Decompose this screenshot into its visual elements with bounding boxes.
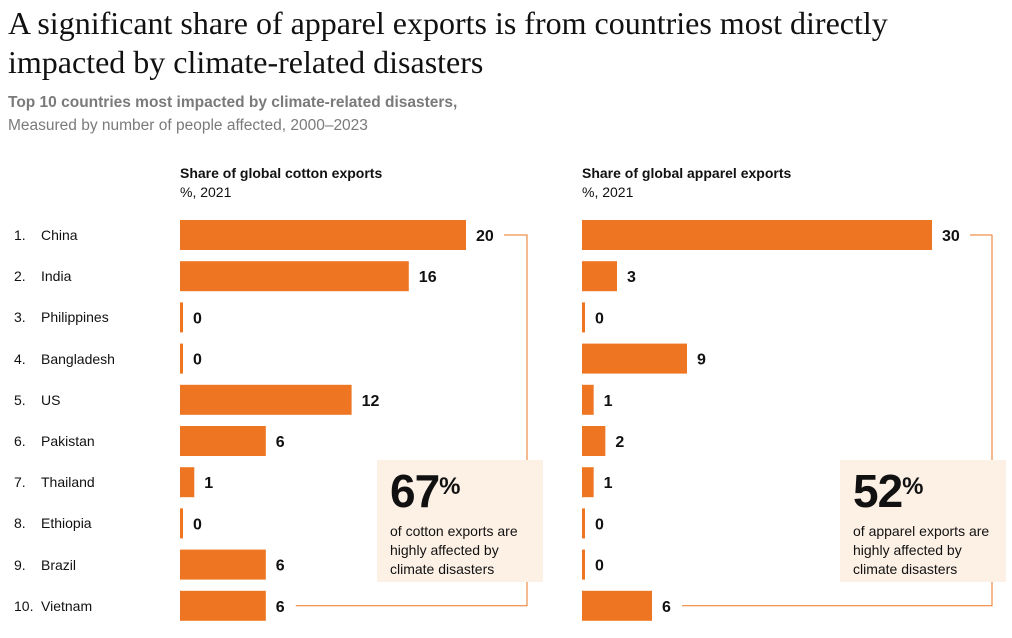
cotton-data-label: 6 xyxy=(276,434,285,451)
country-rank: 8. xyxy=(14,515,26,532)
apparel-data-label: 6 xyxy=(662,599,671,616)
apparel-bar xyxy=(582,426,606,456)
country-rank: 9. xyxy=(14,556,26,573)
apparel-data-label: 30 xyxy=(942,228,960,245)
country-rank: 4. xyxy=(14,350,26,367)
apparel-unit-label: %, 2021 xyxy=(582,184,634,200)
apparel-bar xyxy=(582,467,594,498)
apparel-bar xyxy=(582,343,687,374)
apparel-bar xyxy=(582,590,652,621)
apparel-bar xyxy=(582,384,594,415)
cotton-data-label: 1 xyxy=(204,475,213,492)
cotton-bar xyxy=(180,302,183,333)
country-rank: 7. xyxy=(14,474,26,491)
apparel-bar xyxy=(582,220,932,250)
apparel-chart-title: Share of global apparel exports xyxy=(582,165,791,181)
cotton-bar xyxy=(180,220,466,250)
cotton-callout-value: 67% xyxy=(390,465,461,517)
apparel-bar xyxy=(582,549,585,580)
apparel-bar xyxy=(582,302,585,333)
apparel-data-label: 9 xyxy=(697,352,706,369)
apparel-callout-text: of apparel exports are highly affected b… xyxy=(853,523,990,577)
apparel-data-label: 1 xyxy=(604,475,613,492)
cotton-data-label: 0 xyxy=(193,516,202,533)
cotton-data-label: 12 xyxy=(362,393,380,410)
apparel-data-label: 0 xyxy=(595,310,604,327)
country-name: US xyxy=(41,391,61,408)
cotton-bar xyxy=(180,426,266,456)
cotton-bar xyxy=(180,343,183,374)
country-rank: 2. xyxy=(14,268,26,285)
country-name: Bangladesh xyxy=(41,350,115,367)
chart-title: A significant share of apparel exports i… xyxy=(8,5,888,80)
country-rank: 10. xyxy=(14,597,34,614)
cotton-bracket-connector xyxy=(295,234,528,607)
cotton-data-label: 6 xyxy=(276,558,285,575)
cotton-data-label: 0 xyxy=(193,310,202,327)
cotton-callout-text: of cotton exports are highly affected by… xyxy=(390,523,518,577)
cotton-data-label: 16 xyxy=(419,269,437,286)
cotton-data-label: 6 xyxy=(276,599,285,616)
apparel-bracket-connector xyxy=(682,234,993,607)
apparel-callout: 52% of apparel exports are highly affect… xyxy=(840,460,1006,582)
cotton-data-label: 0 xyxy=(193,352,202,369)
cotton-bar xyxy=(180,590,266,621)
cotton-bar xyxy=(180,261,409,292)
cotton-bar xyxy=(180,467,195,498)
country-name: Thailand xyxy=(41,474,95,491)
country-rank: 3. xyxy=(14,309,26,326)
country-rank: 1. xyxy=(14,227,26,243)
apparel-bar xyxy=(582,261,617,292)
cotton-data-label: 20 xyxy=(476,228,494,245)
apparel-data-label: 0 xyxy=(595,558,604,575)
country-name: Brazil xyxy=(41,556,77,573)
cotton-bar xyxy=(180,384,352,415)
chart-subtitle: Top 10 countries most impacted by climat… xyxy=(8,91,708,137)
cotton-bar xyxy=(180,508,183,539)
country-rank: 5. xyxy=(14,391,26,408)
cotton-callout: 67% of cotton exports are highly affecte… xyxy=(377,460,543,582)
country-name: Ethiopia xyxy=(41,515,92,532)
country-name: China xyxy=(41,227,78,243)
cotton-chart-title: Share of global cotton exports xyxy=(180,165,382,181)
apparel-bar xyxy=(582,508,585,539)
country-rank: 6. xyxy=(14,433,26,449)
country-name: Philippines xyxy=(41,309,109,326)
apparel-callout-unit: % xyxy=(902,473,924,500)
subtitle-line-1: Top 10 countries most impacted by climat… xyxy=(8,94,458,111)
apparel-data-label: 1 xyxy=(604,393,613,410)
apparel-callout-value: 52% xyxy=(853,465,924,517)
apparel-data-label: 2 xyxy=(615,434,624,451)
cotton-callout-unit: % xyxy=(439,473,461,500)
apparel-data-label: 3 xyxy=(627,269,636,286)
country-name: India xyxy=(41,268,72,285)
subtitle-line-2: Measured by number of people affected, 2… xyxy=(8,117,368,134)
country-name: Vietnam xyxy=(41,597,93,614)
cotton-bar xyxy=(180,549,266,580)
cotton-unit-label: %, 2021 xyxy=(180,184,232,200)
apparel-data-label: 0 xyxy=(595,516,604,533)
country-name: Pakistan xyxy=(41,433,95,449)
